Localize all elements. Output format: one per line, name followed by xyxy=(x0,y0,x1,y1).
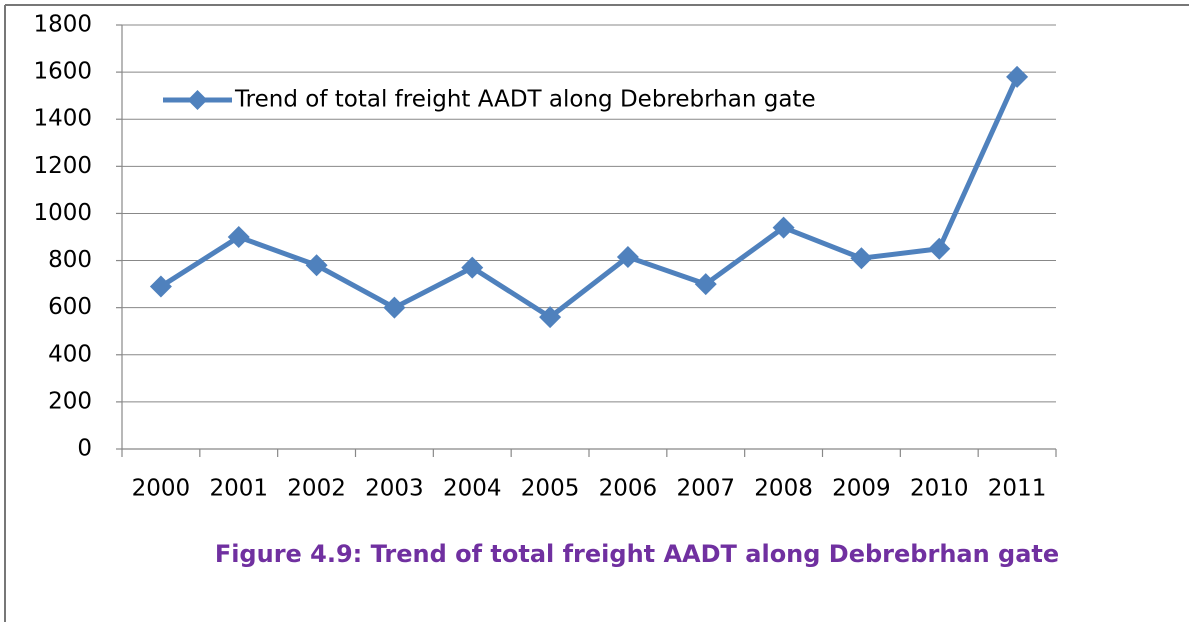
x-tick-label: 2007 xyxy=(676,476,735,502)
x-tick-label: 2009 xyxy=(832,476,891,502)
point-marker xyxy=(149,275,172,298)
y-tick-label: 200 xyxy=(48,388,92,414)
caption: Figure 4.9: Trend of total freight AADT … xyxy=(215,540,1059,568)
x-tick-label: 2005 xyxy=(521,476,580,502)
y-tick-label: 0 xyxy=(77,436,92,462)
y-tick-label: 800 xyxy=(48,247,92,273)
y-tick-label: 1000 xyxy=(33,200,92,226)
x-tick-label: 2010 xyxy=(910,476,969,502)
x-tick-label: 2011 xyxy=(988,476,1047,502)
x-tick-label: 2004 xyxy=(443,476,502,502)
point-marker xyxy=(461,256,484,279)
y-tick-label: 400 xyxy=(48,341,92,367)
legend-label: Trend of total freight AADT along Debreb… xyxy=(234,87,816,113)
x-tick-label: 2006 xyxy=(599,476,658,502)
series-line xyxy=(159,75,1020,320)
point-marker xyxy=(928,237,951,260)
point-marker xyxy=(1006,65,1029,88)
legend-marker xyxy=(187,90,208,110)
point-marker xyxy=(383,296,406,319)
point-marker xyxy=(850,247,873,270)
y-tick-label: 1200 xyxy=(33,153,92,179)
y-tick-label: 1600 xyxy=(33,59,92,85)
point-marker xyxy=(616,246,639,269)
x-tick-label: 2000 xyxy=(132,476,191,502)
x-tick-label: 2003 xyxy=(365,476,424,502)
point-marker xyxy=(694,273,717,296)
point-marker xyxy=(305,254,328,277)
x-tick-label: 2001 xyxy=(209,476,268,502)
y-tick-label: 1400 xyxy=(33,106,92,132)
x-tick-label: 2002 xyxy=(287,476,346,502)
point-marker xyxy=(772,216,795,239)
point-marker xyxy=(227,226,250,248)
y-tick-label: 1800 xyxy=(33,12,92,38)
x-tick-label: 2008 xyxy=(754,476,813,502)
point-marker xyxy=(539,306,562,329)
y-tick-label: 600 xyxy=(48,294,92,320)
